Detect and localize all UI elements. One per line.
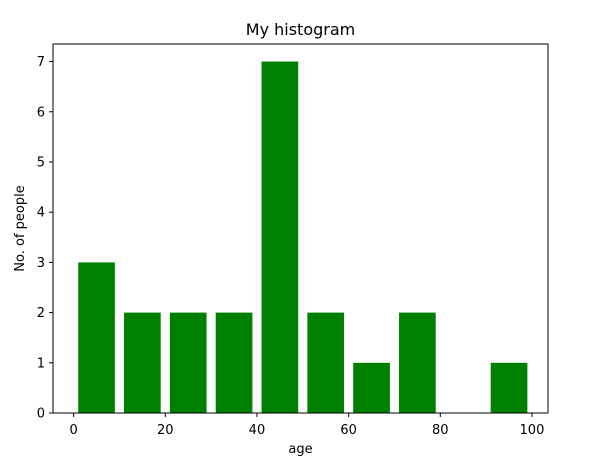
x-tick-label: 0 [69, 423, 77, 438]
x-axis-title: age [288, 442, 312, 457]
x-tick-label: 20 [157, 423, 174, 438]
histogram-bar [353, 362, 390, 413]
y-tick-label: 1 [37, 356, 45, 371]
x-tick-label: 40 [249, 423, 266, 438]
histogram-bar [169, 312, 207, 413]
y-tick-label: 0 [37, 407, 45, 422]
x-tick-label: 80 [432, 423, 449, 438]
histogram-bar [307, 312, 345, 413]
y-tick-label: 5 [37, 155, 45, 170]
histogram-bar [124, 312, 161, 413]
y-tick-label: 7 [37, 55, 45, 70]
chart-title: My histogram [246, 20, 355, 39]
histogram-bar [78, 262, 115, 413]
bars-layer [78, 61, 528, 413]
x-tick-label: 60 [340, 423, 357, 438]
plot-frame [52, 43, 549, 414]
y-axis-title: No. of people [13, 185, 28, 271]
y-tick-label: 6 [37, 105, 45, 120]
y-tick-label: 2 [37, 306, 45, 321]
y-tick-label: 3 [37, 256, 45, 271]
histogram-bar [399, 312, 436, 413]
histogram-bar [261, 61, 299, 413]
histogram-bar [490, 362, 528, 413]
histogram-bar [215, 312, 253, 413]
ticks-layer: 0 20 40 60 80 100 0 1 2 3 4 5 6 7 [37, 55, 545, 438]
x-tick-label: 100 [520, 423, 545, 438]
y-tick-label: 4 [37, 206, 45, 221]
